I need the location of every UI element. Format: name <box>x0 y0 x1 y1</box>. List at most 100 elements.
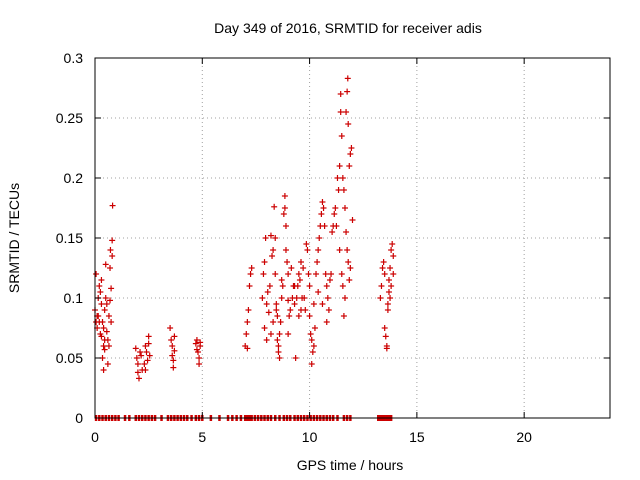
data-point <box>244 345 251 352</box>
data-point <box>107 247 114 253</box>
data-point <box>98 333 105 340</box>
data-point <box>333 223 340 229</box>
data-point <box>265 309 272 316</box>
data-point <box>295 271 302 277</box>
data-point <box>313 271 320 277</box>
data-point <box>277 319 284 325</box>
data-point <box>246 283 253 289</box>
data-point <box>292 355 299 361</box>
data-point <box>101 346 108 353</box>
data-point <box>298 259 304 265</box>
data-point <box>138 352 145 359</box>
data-point <box>325 307 332 313</box>
data-point <box>103 328 110 335</box>
data-point <box>377 295 384 301</box>
data-point <box>319 199 326 205</box>
data-point <box>98 277 105 283</box>
data-point <box>108 319 115 325</box>
data-point <box>349 217 356 223</box>
data-point <box>270 247 277 253</box>
data-point <box>274 337 281 343</box>
data-point <box>196 361 203 367</box>
data-point <box>280 211 287 217</box>
data-point <box>142 367 149 373</box>
data-point <box>338 133 345 139</box>
data-point <box>321 223 328 229</box>
data-point <box>261 325 268 331</box>
data-point <box>291 283 298 289</box>
data-point <box>384 307 391 313</box>
data-point <box>100 367 107 373</box>
data-point <box>275 349 282 355</box>
data-point <box>291 301 298 307</box>
data-point <box>318 211 325 217</box>
data-point <box>171 333 178 340</box>
data-point <box>279 283 286 289</box>
data-point <box>169 352 176 359</box>
data-point <box>304 247 311 253</box>
data-point <box>269 253 276 259</box>
data-point <box>108 285 115 292</box>
data-point <box>264 289 271 295</box>
data-point <box>385 289 392 295</box>
data-point <box>274 313 281 319</box>
data-point <box>323 283 330 289</box>
data-point <box>266 283 273 289</box>
data-point <box>324 295 331 301</box>
data-point <box>338 271 345 277</box>
data-point <box>260 271 267 277</box>
data-point <box>323 319 330 325</box>
data-point <box>275 343 282 349</box>
data-point <box>107 297 114 304</box>
data-point <box>329 229 336 235</box>
data-point <box>142 343 149 349</box>
data-point <box>337 91 344 97</box>
data-point <box>346 163 353 169</box>
data-point <box>248 265 255 271</box>
data-point <box>169 343 176 349</box>
data-point <box>348 145 355 151</box>
data-point <box>281 205 288 211</box>
data-point <box>105 313 112 319</box>
data-point <box>347 265 354 271</box>
data-point <box>167 325 174 331</box>
x-tick-label: 10 <box>302 429 318 445</box>
axis-ticks: 0 5 10 15 20 0 0.05 0.1 0.15 0.2 0.25 0.3 <box>56 50 610 445</box>
data-point <box>331 211 338 217</box>
data-point <box>311 325 318 331</box>
data-point <box>197 339 204 346</box>
data-point <box>247 271 254 277</box>
data-point <box>98 301 105 307</box>
data-point <box>263 337 270 343</box>
data-point <box>310 301 317 307</box>
data-point <box>380 259 387 265</box>
data-point <box>390 271 397 277</box>
y-tick-label: 0.25 <box>56 110 83 126</box>
data-point <box>316 235 323 241</box>
data-point <box>322 271 329 277</box>
data-point <box>315 289 322 295</box>
data-point <box>340 313 347 319</box>
data-point <box>193 337 200 343</box>
y-tick-label: 0.2 <box>64 170 84 186</box>
data-point <box>382 333 389 340</box>
data-point <box>319 301 326 307</box>
data-point <box>328 271 335 277</box>
data-point <box>347 151 354 157</box>
data-point <box>286 313 293 319</box>
data-point <box>134 369 141 376</box>
data-point <box>308 337 315 343</box>
chart-title: Day 349 of 2016, SRMTID for receiver adi… <box>214 20 482 36</box>
data-point <box>171 347 178 354</box>
data-point <box>344 75 351 82</box>
data-point <box>196 355 203 361</box>
data-point <box>245 307 252 313</box>
data-point <box>104 337 111 343</box>
data-point <box>104 361 111 367</box>
data-point <box>96 283 103 289</box>
data-point <box>137 349 144 355</box>
plot-frame <box>94 57 611 419</box>
y-tick-label: 0.3 <box>64 50 84 66</box>
data-point <box>389 241 396 247</box>
data-point <box>170 364 177 371</box>
